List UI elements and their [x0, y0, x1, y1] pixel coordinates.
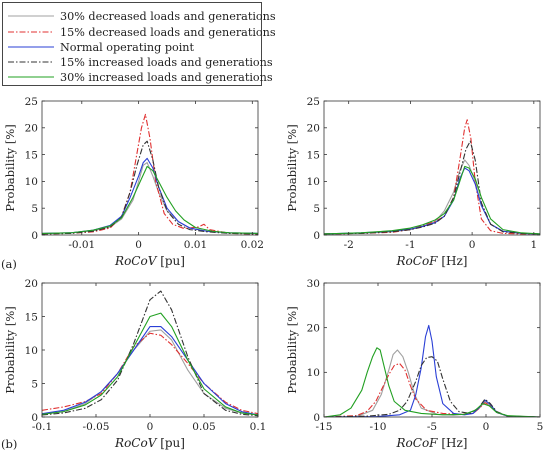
series-line-3: [42, 140, 258, 235]
y-axis-label: Probability [%]: [3, 124, 17, 211]
axes-frame: [41, 282, 259, 418]
y-tick-label: 5: [31, 378, 38, 390]
y-tick-label: 5: [313, 203, 320, 215]
series-group: [42, 113, 258, 235]
x-tick-label: 0: [147, 421, 154, 433]
series-line-2: [324, 167, 540, 235]
y-tick-label: 0: [313, 412, 320, 424]
series-line-4: [42, 312, 258, 416]
y-tick-label: 25: [307, 96, 320, 108]
y-tick-label: 10: [307, 176, 320, 188]
y-tick-label: 0: [31, 412, 38, 424]
x-tick-label: 1: [530, 239, 537, 251]
series-line-4: [324, 165, 540, 235]
y-tick-label: 0: [313, 230, 320, 242]
panel-tag-b: (b): [1, 437, 17, 451]
chart-b-right: -15 -10 -5 0 5 0 10 20 30 Probability [%] RoCoF [H…: [285, 278, 543, 450]
series-line-1: [42, 113, 258, 235]
series-line-1: [42, 332, 258, 415]
x-tick-label: 0.1: [250, 421, 267, 433]
y-axis-label: Probability [%]: [285, 306, 299, 393]
y-tick-label: 10: [25, 176, 38, 188]
x-tick-label: 0: [483, 421, 490, 433]
x-tick-label: -0.1: [32, 421, 52, 433]
x-axis-label: RoCoV [pu]: [114, 254, 185, 268]
series-line-0: [324, 349, 540, 417]
y-tick-label: 10: [25, 345, 38, 357]
x-tick-label: -15: [316, 421, 333, 433]
x-tick-label: -10: [370, 421, 387, 433]
x-axis-label-var: RoCoV: [114, 254, 158, 268]
x-tick-label: 0.02: [241, 239, 264, 251]
y-tick-label: 20: [25, 123, 38, 135]
x-tick-label: 5: [537, 421, 544, 433]
x-tick-label: -1: [405, 239, 415, 251]
legend-label-3: 15% increased loads and generations: [60, 56, 273, 69]
x-axis-label-var: RoCoV: [114, 436, 158, 450]
y-tick-label: 20: [25, 278, 38, 290]
series-line-1: [324, 119, 540, 235]
series-line-1: [324, 362, 540, 417]
panel-tag-a: (a): [1, 257, 17, 271]
y-tick-label: 15: [307, 149, 320, 161]
x-axis-label-unit: [Hz]: [438, 436, 468, 450]
series-line-2: [42, 325, 258, 416]
x-axis-label-unit: [pu]: [156, 254, 185, 268]
series-line-3: [324, 356, 540, 417]
series-group: [42, 290, 258, 417]
series-group: [324, 119, 540, 235]
y-axis-label: Probability [%]: [3, 306, 17, 393]
axes-frame: [41, 100, 259, 236]
y-axis-label: Probability [%]: [285, 124, 299, 211]
legend-label-0: 30% decreased loads and generations: [60, 10, 276, 23]
series-line-0: [42, 162, 258, 234]
x-tick-label: 0: [469, 239, 476, 251]
legend: 30% decreased loads and generations 15% …: [2, 2, 276, 86]
legend-label-2: Normal operating point: [60, 41, 194, 54]
legend-label-4: 30% increased loads and generations: [60, 71, 273, 84]
x-tick-label: -0.05: [83, 421, 110, 433]
axes-frame: [323, 282, 541, 418]
y-tick-label: 25: [25, 96, 38, 108]
x-tick-label: 0.05: [192, 421, 215, 433]
y-tick-label: 30: [307, 278, 320, 290]
x-axis-label: RoCoF [Hz]: [396, 436, 468, 450]
series-line-2: [324, 324, 540, 417]
x-axis-label-var: RoCoF: [396, 254, 439, 268]
legend-label-1: 15% decreased loads and generations: [60, 26, 276, 39]
x-tick-label: -0.01: [68, 239, 95, 251]
x-tick-label: -2: [344, 239, 354, 251]
series-group: [324, 324, 540, 417]
axes-frame: [323, 100, 541, 236]
x-axis-label: RoCoV [pu]: [114, 436, 185, 450]
x-axis-label-unit: [Hz]: [438, 254, 468, 268]
y-tick-label: 10: [307, 367, 320, 379]
y-tick-label: 5: [31, 203, 38, 215]
x-tick-label: -5: [427, 421, 437, 433]
series-line-4: [324, 347, 540, 417]
series-line-3: [324, 140, 540, 235]
y-tick-label: 15: [25, 149, 38, 161]
y-tick-label: 0: [31, 230, 38, 242]
y-tick-label: 20: [307, 123, 320, 135]
series-line-4: [42, 165, 258, 234]
x-tick-label: 0: [135, 239, 142, 251]
series-line-3: [42, 290, 258, 417]
y-tick-label: 20: [307, 322, 320, 334]
chart-a-left: -0.01 0 0.01 0.02 0 5 10 15 20 25 Probability [%] R…: [3, 96, 264, 268]
chart-b-left: -0.1 -0.05 0 0.05 0.1 0 5 10 15 20 Probability [%]…: [3, 278, 266, 450]
x-axis-label-unit: [pu]: [156, 436, 185, 450]
x-axis-label-var: RoCoF: [396, 436, 439, 450]
x-axis-label: RoCoF [Hz]: [396, 254, 468, 268]
series-line-0: [42, 329, 258, 416]
y-tick-label: 15: [25, 311, 38, 323]
x-tick-label: 0.01: [184, 239, 207, 251]
